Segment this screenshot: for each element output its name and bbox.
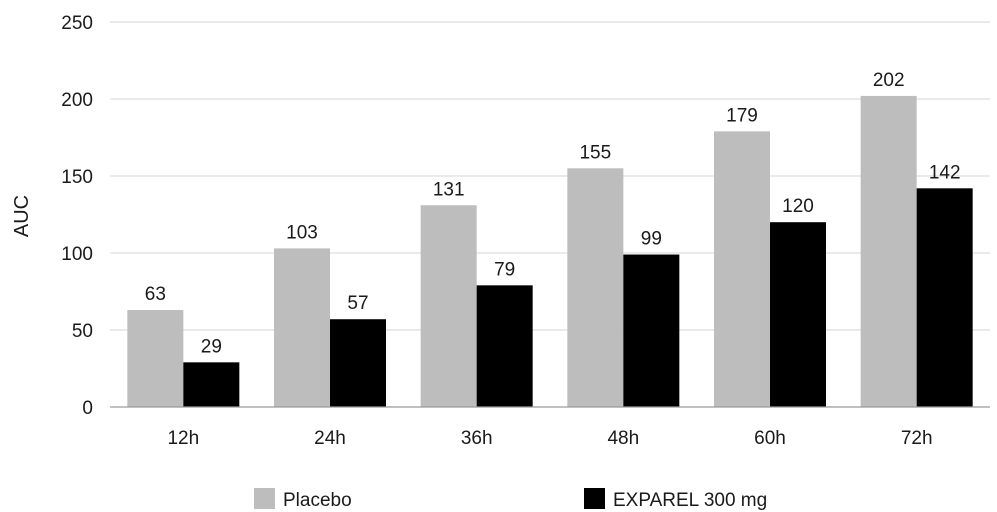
x-tick-label: 48h: [607, 428, 639, 449]
data-label: 29: [201, 336, 222, 357]
data-label: 57: [347, 293, 368, 314]
x-tick-label: 72h: [901, 428, 933, 449]
data-label: 79: [494, 259, 515, 280]
y-tick-label: 50: [72, 321, 93, 342]
y-tick-label: 0: [82, 398, 93, 419]
legend-label: EXPAREL 300 mg: [613, 490, 767, 511]
legend-swatch: [254, 488, 275, 509]
x-tick-label: 24h: [314, 428, 346, 449]
data-label: 131: [433, 179, 465, 200]
data-label: 179: [726, 105, 758, 126]
gridlines: [110, 21, 990, 331]
data-label: 103: [286, 222, 318, 243]
legend-swatch: [584, 488, 605, 509]
y-tick-label: 200: [61, 90, 93, 111]
x-tick-label: 60h: [754, 428, 786, 449]
bar-36h-series-1: [476, 285, 533, 407]
data-label: 155: [579, 142, 611, 163]
data-label: 202: [873, 70, 905, 91]
bar-group-12h: 63 29: [127, 284, 240, 407]
bar-48h-series-1: [623, 254, 680, 407]
bar-group-36h: 131 79: [420, 179, 533, 407]
legend-label: Placebo: [283, 490, 352, 511]
bar-48h-series-0: [567, 168, 624, 407]
data-label: 99: [641, 229, 662, 250]
x-tick-label: 36h: [461, 428, 493, 449]
bar-group-60h: 179 120: [714, 105, 826, 407]
bar-24h-series-1: [330, 319, 386, 407]
data-label: 142: [929, 162, 961, 183]
y-axis-label: AUC: [11, 195, 33, 237]
legend-item-series-1: EXPAREL 300 mg: [584, 488, 767, 511]
bar-36h-series-0: [420, 205, 477, 407]
bar-group-72h: 202 142: [860, 70, 973, 408]
bar-24h-series-0: [274, 248, 330, 407]
bar-group-48h: 155 99: [567, 142, 680, 407]
legend: Placebo EXPAREL 300 mg: [254, 488, 767, 511]
bar-groups: 63 29 103 57 131 79 155 99 179 120 202 142: [127, 70, 973, 408]
y-tick-label: 150: [61, 167, 93, 188]
legend-item-series-0: Placebo: [254, 488, 352, 511]
bar-12h-series-1: [183, 362, 240, 407]
y-axis-ticks: 0 50 100 150 200 250: [61, 13, 93, 419]
y-tick-label: 250: [61, 13, 93, 34]
bar-60h-series-1: [770, 222, 826, 407]
bar-12h-series-0: [127, 309, 184, 407]
x-tick-label: 12h: [167, 428, 199, 449]
data-label: 120: [782, 196, 814, 217]
x-axis-ticks: 12h 24h 36h 48h 60h 72h: [167, 428, 932, 449]
y-tick-label: 100: [61, 244, 93, 265]
bar-group-24h: 103 57: [274, 222, 386, 407]
bar-72h-series-1: [916, 188, 973, 407]
bar-72h-series-0: [860, 95, 917, 408]
data-label: 63: [145, 284, 166, 305]
bar-60h-series-0: [714, 131, 770, 407]
